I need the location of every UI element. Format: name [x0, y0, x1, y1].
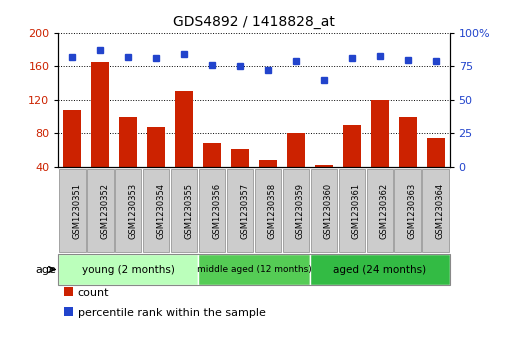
Bar — [231, 148, 249, 200]
Bar — [399, 117, 417, 200]
FancyBboxPatch shape — [171, 169, 197, 252]
Text: GSM1230355: GSM1230355 — [184, 183, 193, 238]
FancyBboxPatch shape — [227, 169, 253, 252]
Text: GDS4892 / 1418828_at: GDS4892 / 1418828_at — [173, 15, 335, 29]
FancyBboxPatch shape — [115, 169, 141, 252]
Bar — [259, 160, 277, 200]
FancyBboxPatch shape — [311, 169, 337, 252]
Text: GSM1230351: GSM1230351 — [72, 183, 81, 238]
Bar — [64, 110, 81, 200]
FancyBboxPatch shape — [87, 169, 113, 252]
FancyBboxPatch shape — [199, 169, 225, 252]
Text: GSM1230357: GSM1230357 — [240, 183, 249, 238]
Text: GSM1230360: GSM1230360 — [324, 183, 333, 238]
Bar — [371, 100, 389, 200]
Bar — [91, 62, 109, 200]
Text: GSM1230363: GSM1230363 — [407, 183, 417, 238]
Bar — [427, 138, 444, 200]
FancyBboxPatch shape — [255, 169, 281, 252]
Text: GSM1230364: GSM1230364 — [436, 183, 444, 238]
Text: GSM1230353: GSM1230353 — [128, 183, 137, 238]
Bar — [315, 165, 333, 200]
FancyBboxPatch shape — [143, 169, 169, 252]
Bar — [203, 143, 221, 200]
Text: GSM1230358: GSM1230358 — [268, 183, 277, 238]
Bar — [343, 125, 361, 200]
Text: count: count — [78, 288, 109, 298]
Bar — [147, 127, 165, 200]
Bar — [175, 91, 193, 200]
Text: GSM1230356: GSM1230356 — [212, 183, 221, 238]
FancyBboxPatch shape — [339, 169, 365, 252]
Bar — [119, 117, 137, 200]
Text: young (2 months): young (2 months) — [82, 265, 175, 274]
Bar — [58, 254, 198, 285]
Text: GSM1230354: GSM1230354 — [156, 183, 165, 238]
FancyBboxPatch shape — [395, 169, 421, 252]
Text: GSM1230361: GSM1230361 — [352, 183, 361, 238]
Text: GSM1230352: GSM1230352 — [100, 183, 109, 238]
Text: GSM1230359: GSM1230359 — [296, 183, 305, 238]
Text: middle aged (12 months): middle aged (12 months) — [197, 265, 311, 274]
Bar — [287, 133, 305, 200]
Text: percentile rank within the sample: percentile rank within the sample — [78, 308, 266, 318]
FancyBboxPatch shape — [59, 169, 85, 252]
Bar — [198, 254, 310, 285]
FancyBboxPatch shape — [283, 169, 309, 252]
Bar — [310, 254, 450, 285]
Text: GSM1230362: GSM1230362 — [379, 183, 389, 238]
FancyBboxPatch shape — [423, 169, 449, 252]
Text: aged (24 months): aged (24 months) — [333, 265, 426, 274]
Text: age: age — [35, 265, 56, 274]
FancyBboxPatch shape — [367, 169, 393, 252]
